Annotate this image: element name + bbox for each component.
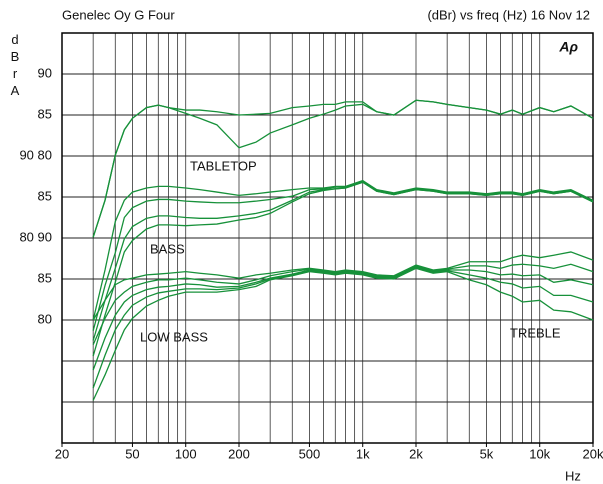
y-tick-label: 80	[38, 311, 52, 326]
annotation: BASS	[150, 241, 185, 256]
x-tick-label: 100	[175, 446, 197, 461]
line-series	[92, 99, 594, 238]
y-tick-label: 80 90	[19, 229, 52, 244]
x-tick-label: 10k	[529, 446, 550, 461]
plot-frame	[61, 32, 594, 444]
line-series	[92, 179, 594, 321]
x-tick-label: 1k	[356, 446, 370, 461]
y-tick-label: 85	[38, 188, 52, 203]
annotation: LOW BASS	[140, 329, 208, 344]
line-series	[92, 266, 594, 371]
line-series	[92, 251, 594, 321]
y-tick-label: 90 80	[19, 147, 52, 162]
x-axis-label: Hz	[565, 468, 581, 483]
x-tick-label: 50	[125, 446, 139, 461]
line-series	[92, 181, 594, 357]
x-tick-label: 20k	[583, 446, 603, 461]
line-series	[92, 181, 594, 341]
logo: Aρ	[558, 39, 578, 55]
x-tick-label: 5k	[480, 446, 494, 461]
y-tick-label: 90	[38, 65, 52, 80]
line-series	[92, 99, 594, 238]
chart-subtitle: (dBr) vs freq (Hz) 16 Nov 12	[427, 7, 590, 22]
y-tick-label: 85	[38, 106, 52, 121]
x-tick-label: 200	[228, 446, 250, 461]
x-tick-label: 500	[299, 446, 321, 461]
annotation: TABLETOP	[190, 158, 257, 173]
chart-title: Genelec Oy G Four	[62, 7, 175, 22]
annotation: TREBLE	[510, 325, 561, 340]
line-series	[92, 266, 594, 389]
y-tick-label: 85	[38, 270, 52, 285]
y-axis-label: dBrA	[8, 32, 23, 100]
line-series	[92, 267, 594, 401]
line-series	[92, 263, 594, 345]
x-tick-label: 2k	[409, 446, 423, 461]
x-tick-label: 20	[55, 446, 69, 461]
line-series	[92, 180, 594, 331]
